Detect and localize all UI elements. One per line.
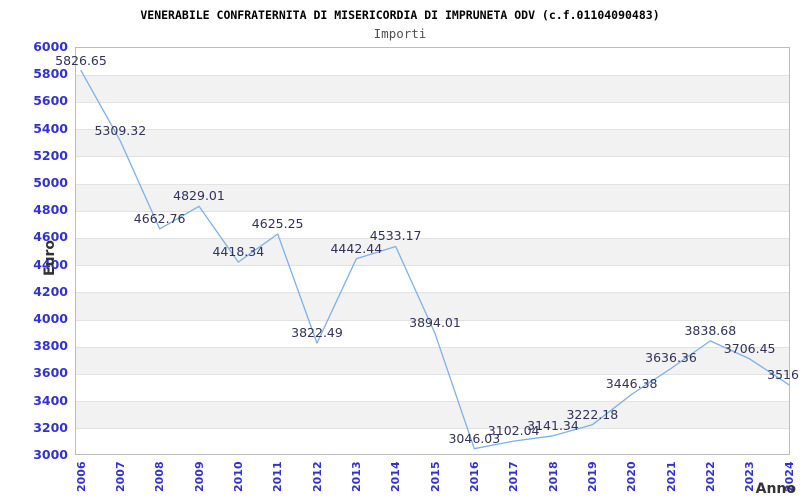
gridline <box>76 156 789 158</box>
data-label: 3636.36 <box>645 350 697 366</box>
y-tick-label: 3400 <box>33 392 68 408</box>
gridline <box>76 265 789 267</box>
data-label: 5309.32 <box>94 122 147 138</box>
data-label: 4533.17 <box>369 228 422 244</box>
gridline <box>76 428 789 430</box>
data-label: 3446.38 <box>605 376 658 392</box>
x-tick-label: 2007 <box>113 461 127 492</box>
y-tick-label: 5000 <box>33 175 68 190</box>
plot-band <box>76 75 789 103</box>
y-axis-title: Euro <box>42 239 58 276</box>
x-tick-label: 2016 <box>467 461 481 492</box>
x-tick-label: 2018 <box>546 461 560 492</box>
chart-subtitle: Importi <box>373 26 427 41</box>
y-tick-label: 4600 <box>33 229 68 245</box>
gridline <box>76 129 789 131</box>
data-label: 4625.25 <box>251 215 304 231</box>
y-tick-label: 5600 <box>33 93 68 109</box>
gridline <box>76 346 789 348</box>
y-tick-label: 3000 <box>33 447 68 462</box>
x-tick-label: 2011 <box>271 461 285 492</box>
plot-band <box>76 102 789 129</box>
plot-band <box>76 374 789 401</box>
plot-band <box>76 238 789 266</box>
y-tick-label: 5400 <box>33 120 68 136</box>
y-tick-label: 3600 <box>33 365 68 381</box>
x-tick-label: 2009 <box>192 461 206 492</box>
data-label: 4418.34 <box>212 244 265 260</box>
y-tick-label: 3800 <box>33 338 68 354</box>
y-tick-label: 3200 <box>33 419 68 435</box>
gridline <box>76 401 789 403</box>
x-tick-label: 2008 <box>153 461 167 492</box>
data-label: 4662.76 <box>133 210 186 226</box>
data-label: 3706.45 <box>723 340 776 356</box>
gridline <box>76 101 789 103</box>
x-tick-label: 2014 <box>389 461 403 492</box>
x-tick-label: 2022 <box>703 461 717 492</box>
data-label: 3222.18 <box>566 406 619 422</box>
plot-band <box>76 157 789 184</box>
x-tick-label: 2010 <box>231 461 245 492</box>
x-tick-label: 2023 <box>743 461 757 492</box>
data-label: 3838.68 <box>684 322 737 338</box>
x-tick-label: 2019 <box>585 461 599 492</box>
x-tick-label: 2017 <box>507 461 521 492</box>
y-tick-label: 6000 <box>33 39 68 54</box>
x-tick-label: 2021 <box>664 461 678 492</box>
x-tick-label: 2013 <box>349 461 363 492</box>
y-tick-label: 5800 <box>33 66 68 82</box>
plot-band <box>76 266 789 293</box>
data-label: 3822.49 <box>291 325 343 341</box>
x-tick-label: 2020 <box>625 461 639 492</box>
data-label: 5826.65 <box>55 52 107 68</box>
plot-band <box>76 401 789 429</box>
y-tick-label: 5200 <box>33 147 68 163</box>
x-tick-label: 2012 <box>310 461 324 492</box>
plot-band <box>76 48 789 75</box>
plot-band <box>76 129 789 157</box>
chart-title: VENERABILE CONFRATERNITA DI MISERICORDIA… <box>140 8 660 22</box>
gridline <box>76 373 789 375</box>
y-tick-label: 4000 <box>33 311 68 326</box>
y-tick-label: 4800 <box>33 202 68 218</box>
plot-band <box>76 429 789 456</box>
gridline <box>76 183 789 185</box>
data-label: 4829.01 <box>173 188 225 204</box>
y-tick-label: 4400 <box>33 256 68 272</box>
gridline <box>76 74 789 76</box>
data-label: 4442.44 <box>330 240 383 256</box>
data-label: 3046.03 <box>448 430 501 446</box>
y-tick-label: 4200 <box>33 283 68 299</box>
data-label: 3102.04 <box>487 423 540 439</box>
gridline <box>76 292 789 294</box>
data-label: 3141.34 <box>527 417 579 433</box>
x-axis-title: Anno <box>755 481 796 497</box>
data-label: 3894.01 <box>409 315 461 331</box>
data-label: 3516.5 <box>767 366 800 382</box>
x-tick-label: 2006 <box>74 461 88 492</box>
plot-area <box>75 47 790 455</box>
gridline <box>76 237 789 239</box>
x-tick-label: 2015 <box>428 461 442 492</box>
